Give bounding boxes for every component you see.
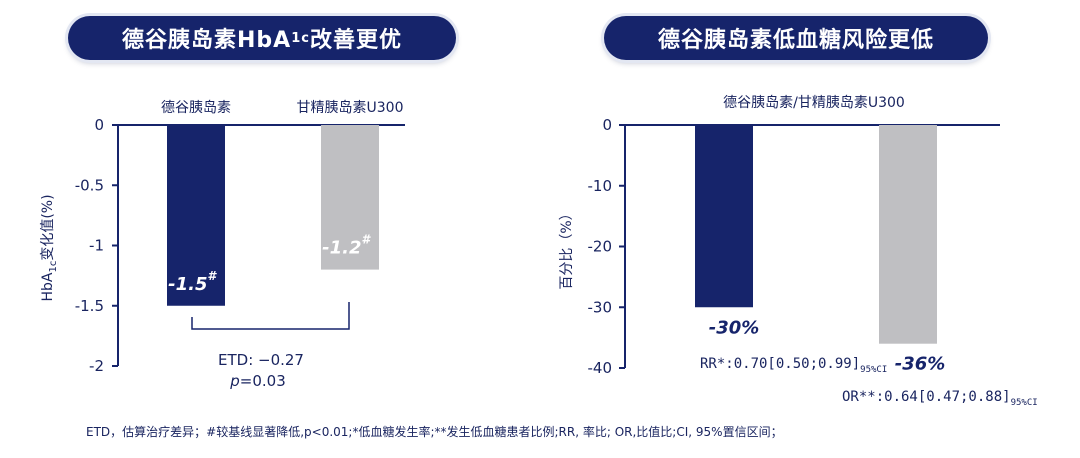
etd-bracket <box>191 302 350 330</box>
right-y-tick-label: -10 <box>588 177 613 195</box>
left-data-value-2: -1.2 <box>322 238 361 259</box>
left-y-tick-label: 0 <box>94 116 104 134</box>
right-y-tick-label: 0 <box>602 116 612 134</box>
left-y-tick-label: -1.5 <box>75 297 104 315</box>
right-y-tick-label: -20 <box>588 238 613 256</box>
left-data-value-1: -1.5 <box>168 274 207 295</box>
right-y-tick-label: -40 <box>588 359 613 377</box>
right-y-tick-label: -30 <box>588 298 613 316</box>
left-y-axis-label: HbA1c变化值(%) <box>40 194 59 301</box>
etd-p-letter: p <box>229 372 240 390</box>
rr-value: RR*:0.70[0.50;0.99] <box>700 356 860 372</box>
etd-value: ETD: −0.27 <box>218 351 304 369</box>
left-data-mark-2: # <box>362 233 372 247</box>
etd-p-number: =0.03 <box>240 372 286 390</box>
left-bar-2 <box>321 125 379 270</box>
right-data-label-1: -30% <box>709 317 760 338</box>
right-bar-2 <box>879 125 937 344</box>
left-data-label-1: -1.5# <box>168 269 217 295</box>
right-title-banner: 德谷胰岛素低血糖风险更低 <box>604 16 988 60</box>
right-title: 德谷胰岛素低血糖风险更低 <box>657 28 934 53</box>
right-y-axis-label: 百分比（%） <box>559 206 575 289</box>
etd-p-value: p=0.03 <box>229 372 286 390</box>
left-y-label-tail: 变化值(%) <box>40 194 56 260</box>
left-y-tick-label: -2 <box>89 357 104 375</box>
left-y-label-sub: 1c <box>48 261 59 273</box>
left-category-label-2: 甘精胰岛素U300 <box>297 100 404 116</box>
right-header-label: 德谷胰岛素/甘精胰岛素U300 <box>723 95 905 111</box>
left-y-tick-label: -1 <box>89 237 104 255</box>
or-value: OR**:0.64[0.47;0.88] <box>842 389 1011 405</box>
right-data-label-2: -36% <box>895 354 946 375</box>
footnote: ETD，估算治疗差异；#较基线显著降低,p<0.01;*低血糖发生率;**发生低… <box>86 425 783 439</box>
left-title-banner: 德谷胰岛素HbA 1c 改善更优 <box>68 16 456 60</box>
left-bar-1 <box>167 125 225 306</box>
left-data-mark-1: # <box>208 269 218 283</box>
or-ci-sub: 95%CI <box>1011 398 1038 408</box>
left-title-tail: 改善更优 <box>309 28 402 53</box>
left-category-label-1: 德谷胰岛素 <box>161 100 231 116</box>
right-bar-1 <box>695 125 753 308</box>
left-title-sub: 1c <box>291 30 310 46</box>
left-y-label-main: HbA <box>40 272 56 301</box>
rr-ci-sub: 95%CI <box>860 365 887 375</box>
left-y-tick-label: -0.5 <box>75 176 104 194</box>
left-data-label-2: -1.2# <box>322 233 371 259</box>
or-annotation: OR**:0.64[0.47;0.88]95%CI <box>842 389 1038 408</box>
left-title-main: 德谷胰岛素HbA <box>122 28 292 53</box>
rr-annotation: RR*:0.70[0.50;0.99]95%CI <box>700 356 887 375</box>
